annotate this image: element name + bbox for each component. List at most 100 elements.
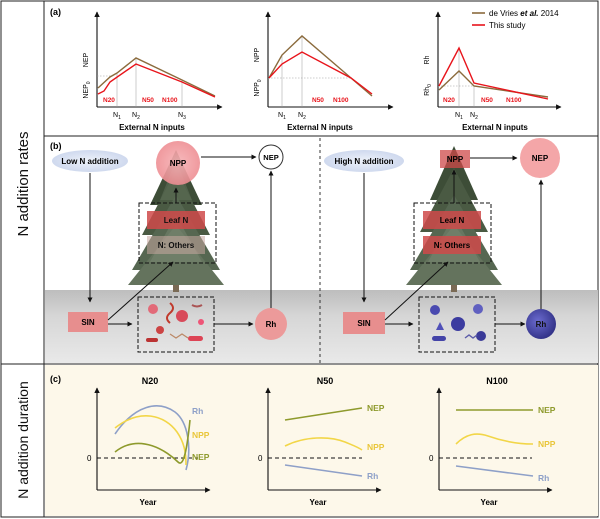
- curve-this-study: [438, 46, 549, 100]
- curve-npp: [455, 433, 534, 445]
- arrow-sin-plant: [384, 261, 449, 321]
- rh-curve-label: Rh: [538, 473, 549, 483]
- curve-rh: [114, 405, 190, 471]
- npp-label: NPP: [447, 155, 464, 164]
- chart-title: N20: [142, 376, 159, 386]
- tick-label: N3: [178, 112, 186, 121]
- zone-label: N100: [333, 97, 349, 104]
- y0-label: NPP0: [254, 79, 263, 96]
- microbe-icon: [146, 302, 204, 342]
- tick-label: N2: [298, 112, 306, 121]
- panel-a-label: (a): [50, 7, 61, 17]
- curve-rh: [455, 465, 534, 477]
- microbe-icon: [430, 304, 486, 341]
- y0-label: Rh0: [424, 84, 433, 96]
- high-n-title-bubble: [324, 150, 404, 172]
- panel-c-background: [45, 365, 598, 516]
- sin-label: SIN: [357, 319, 371, 328]
- zone-label: N100: [506, 97, 522, 104]
- panel-b: (b) Low N addition NPP NEP Leaf N: [45, 138, 598, 363]
- curve-nep: [114, 419, 191, 464]
- x-axis-label: Year: [140, 498, 157, 507]
- panel-c: (c) N20 0 Rh NPP NEP Year N50 0 NEP: [45, 365, 598, 516]
- rh-node: [255, 308, 287, 340]
- tick-label: N1: [455, 112, 463, 121]
- nep-curve-label: NEP: [538, 405, 556, 415]
- x-axis-label: Year: [310, 498, 327, 507]
- leaf-n-box: [423, 211, 481, 229]
- tick-label: N1: [278, 112, 286, 121]
- rh-label: Rh: [266, 320, 277, 329]
- panel-c-label: (c): [50, 374, 61, 384]
- high-n-title: High N addition: [334, 157, 393, 166]
- npp-curve-label: NPP: [192, 430, 210, 440]
- npp-curve-label: NPP: [538, 439, 556, 449]
- chart-n20-duration: N20 0 Rh NPP NEP Year: [87, 376, 211, 507]
- y-axis-label: Rh: [424, 55, 431, 64]
- tick-label: N2: [470, 112, 478, 121]
- npp-label: NPP: [170, 159, 187, 168]
- plant-n-box: [413, 202, 492, 264]
- panel-b-label: (b): [50, 141, 62, 151]
- plant-n-box: [138, 202, 217, 264]
- nep-curve-label: NEP: [367, 403, 385, 413]
- chart-nep-vs-n: NEP NEP0 N20 N50 N100 N1 N2 N3 External …: [83, 11, 223, 132]
- nep-node: [520, 138, 560, 178]
- x-axis-label: External N inputs: [119, 123, 185, 132]
- low-n-title-bubble: [52, 150, 128, 172]
- chart-title: N50: [317, 376, 334, 386]
- chart-npp-vs-n: NPP NPP0 N50 N100 N1 N2 External N input…: [254, 11, 394, 132]
- soil-layer: [45, 290, 598, 363]
- zone-label: N50: [312, 97, 324, 104]
- zone-label: N20: [443, 97, 455, 104]
- curve-rh: [284, 464, 363, 477]
- low-n-title: Low N addition: [61, 157, 118, 166]
- zero-label: 0: [87, 454, 92, 463]
- leaf-n-label: Leaf N: [440, 216, 465, 225]
- leaf-n-box: [147, 211, 205, 229]
- y-axis-label: NPP: [254, 47, 261, 62]
- npp-curve-label: NPP: [367, 442, 385, 452]
- side-label-rates: N addition rates: [15, 131, 32, 236]
- chart-n100-duration: N100 0 NEP NPP Rh Year: [429, 376, 556, 507]
- legend-this-study-label: This study: [489, 21, 525, 30]
- panel-a: (a) de Vries et al. 2014 This study NEP …: [50, 7, 562, 132]
- zone-label: N50: [142, 97, 154, 104]
- side-label-duration: N addition duration: [15, 381, 31, 499]
- x-axis-label: External N inputs: [287, 123, 353, 132]
- zero-label: 0: [429, 454, 434, 463]
- rh-node: [526, 309, 556, 339]
- nep-label: NEP: [263, 153, 278, 162]
- curve-nep: [284, 407, 363, 421]
- nep-label: NEP: [532, 154, 549, 163]
- curve-this-study: [97, 63, 216, 98]
- zone-label: N50: [481, 97, 493, 104]
- arrow-sin-plant: [107, 261, 174, 321]
- n-others-label: N: Others: [158, 241, 195, 250]
- rh-label: Rh: [536, 320, 547, 329]
- zero-label: 0: [258, 454, 263, 463]
- nep-curve-label: NEP: [192, 452, 210, 462]
- rh-curve-label: Rh: [367, 471, 378, 481]
- leaf-n-label: Leaf N: [164, 216, 189, 225]
- n-others-label: N: Others: [434, 241, 471, 250]
- chart-title: N100: [486, 376, 508, 386]
- chart-rh-vs-n: Rh Rh0 N20 N50 N100 N1 N2 External N inp…: [424, 11, 562, 132]
- y-axis-label: NEP: [83, 52, 90, 67]
- curve-devries: [97, 57, 216, 97]
- n-others-box: [147, 236, 205, 254]
- legend-devries-label: de Vries et al. 2014: [489, 9, 559, 18]
- rh-curve-label: Rh: [192, 406, 203, 416]
- y0-label: NEP0: [83, 81, 92, 98]
- curve-this-study: [268, 51, 373, 95]
- zone-label: N100: [162, 97, 178, 104]
- nep-node: [258, 144, 284, 170]
- n-others-box: [423, 236, 481, 254]
- tick-label: N2: [132, 112, 140, 121]
- npp-node: [156, 141, 200, 185]
- tick-label: N1: [113, 112, 121, 121]
- high-n-scenario: High N addition NPP NEP Leaf N N: Others: [324, 138, 560, 353]
- sin-box: [343, 312, 385, 334]
- sin-label: SIN: [81, 318, 95, 327]
